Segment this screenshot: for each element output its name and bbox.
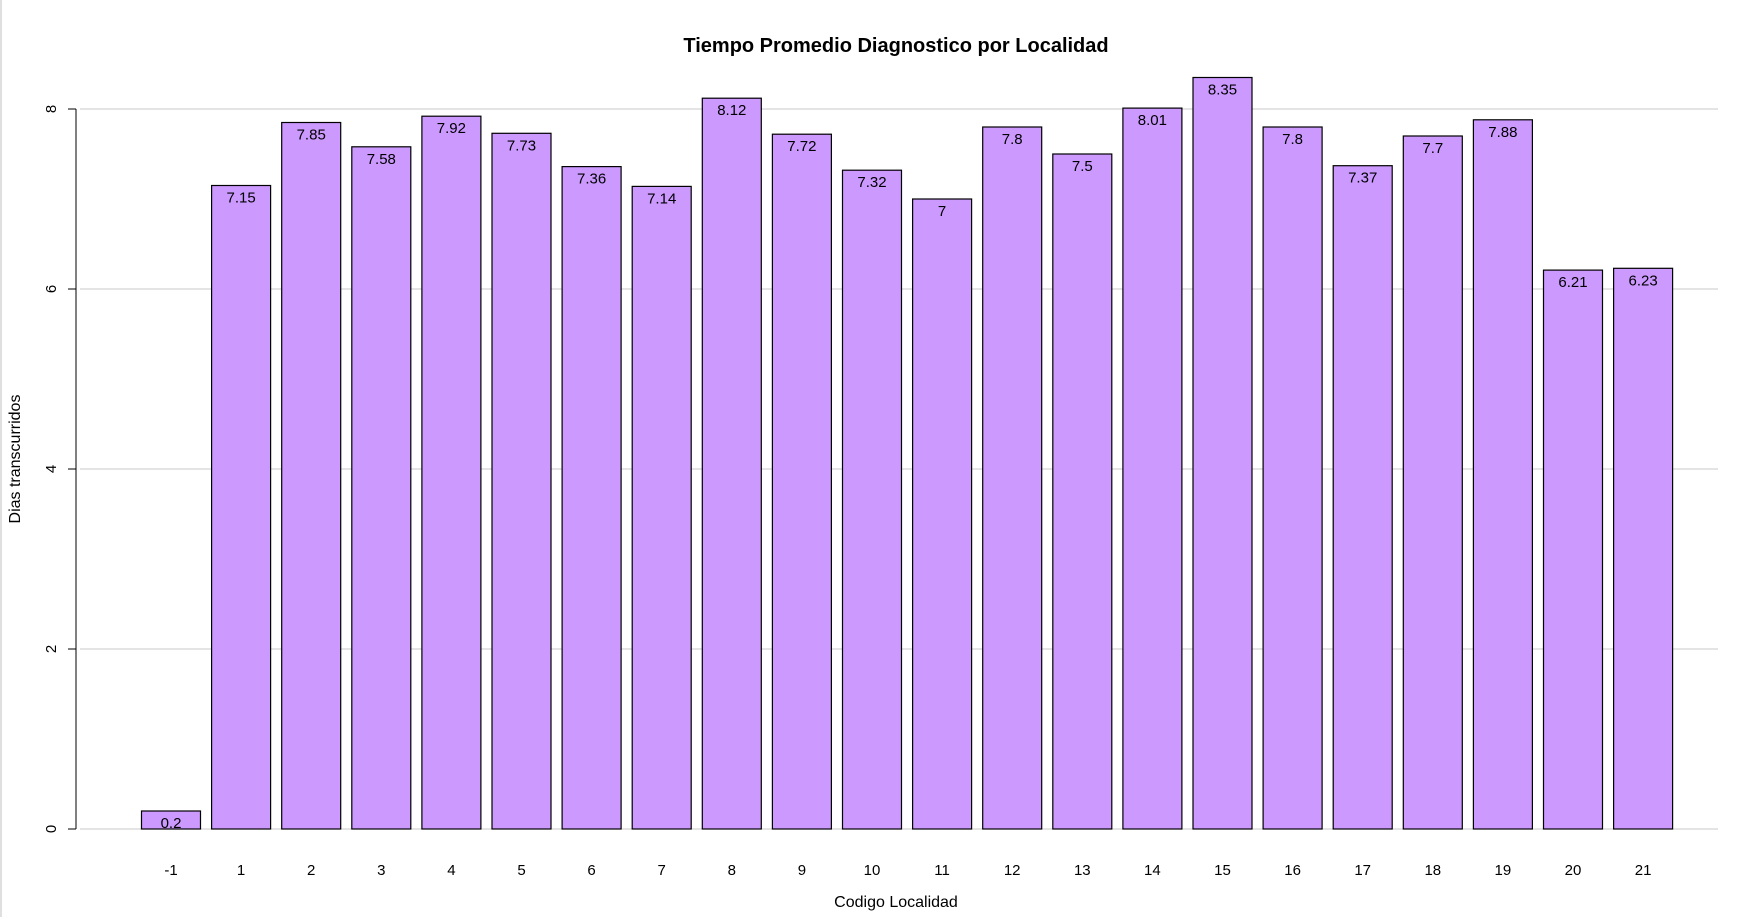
bar-19 xyxy=(1472,119,1534,830)
bar-5 xyxy=(491,132,552,830)
data-label: 7 xyxy=(938,203,946,220)
x-tick-label: 2 xyxy=(307,862,315,879)
x-tick-label: 17 xyxy=(1354,862,1371,879)
x-tick-label: 21 xyxy=(1635,862,1652,879)
x-tick-label: 19 xyxy=(1495,862,1512,879)
x-tick-label: 8 xyxy=(728,862,736,879)
data-label: 7.8 xyxy=(1002,131,1023,148)
x-tick-label: 6 xyxy=(587,862,595,879)
data-label: 7.85 xyxy=(297,127,326,144)
x-tick-label: 12 xyxy=(1004,862,1021,879)
data-label: 7.72 xyxy=(787,138,816,155)
data-label: 6.23 xyxy=(1628,272,1657,289)
x-tick-label: 20 xyxy=(1565,862,1582,879)
data-label: 7.5 xyxy=(1072,158,1093,175)
data-label: 8.01 xyxy=(1138,112,1167,129)
bar--1 xyxy=(140,810,202,830)
bar-10 xyxy=(841,169,903,830)
bar-20 xyxy=(1542,269,1604,830)
bar-17 xyxy=(1332,165,1393,830)
data-label: 8.35 xyxy=(1208,82,1237,99)
bars xyxy=(140,76,1674,830)
data-label: 7.8 xyxy=(1282,131,1303,148)
bar-13 xyxy=(1052,153,1113,830)
x-axis-label: Codigo Localidad xyxy=(834,894,958,911)
y-tick-label: 6 xyxy=(43,285,60,293)
x-tick-label: 5 xyxy=(517,862,525,879)
chart-title: Tiempo Promedio Diagnostico por Localida… xyxy=(683,35,1108,57)
data-label: 7.7 xyxy=(1422,140,1443,157)
bar-18 xyxy=(1402,135,1463,830)
data-label: 7.15 xyxy=(226,190,255,207)
bar-6 xyxy=(561,166,622,830)
y-axis: 0 2 4 6 8 xyxy=(43,105,77,833)
data-label: 7.32 xyxy=(857,174,886,191)
data-label: 7.14 xyxy=(647,190,676,207)
bar-16 xyxy=(1262,126,1323,830)
y-tick-label: 2 xyxy=(43,645,60,653)
data-label: 6.21 xyxy=(1558,274,1587,291)
bar-1 xyxy=(211,184,272,830)
x-tick-label: 4 xyxy=(447,862,455,879)
bar-12 xyxy=(982,126,1043,830)
y-tick-label: 8 xyxy=(43,105,60,113)
data-labels: 0.2 7.15 7.85 7.58 7.92 7.73 7.36 7.14 8.12 7.72 7… xyxy=(161,82,1658,833)
bar-14 xyxy=(1122,107,1183,830)
data-label: 7.88 xyxy=(1488,124,1517,141)
x-tick-label: 10 xyxy=(864,862,881,879)
data-label: 0.2 xyxy=(161,815,182,832)
bar-11 xyxy=(911,198,973,830)
bar-21 xyxy=(1612,267,1674,830)
x-tick-label: 16 xyxy=(1284,862,1301,879)
data-label: 8.12 xyxy=(717,102,746,119)
bar-7 xyxy=(631,185,692,830)
data-label: 7.58 xyxy=(367,151,396,168)
y-axis-label: Dias transcurridos xyxy=(7,395,24,524)
y-tick-label: 0 xyxy=(43,825,60,833)
data-label: 7.73 xyxy=(507,137,536,154)
x-tick-label: 7 xyxy=(658,862,666,879)
x-tick-label: 11 xyxy=(934,862,950,879)
bar-3 xyxy=(351,146,412,830)
data-label: 7.37 xyxy=(1348,170,1377,187)
bar-15 xyxy=(1192,76,1253,830)
data-label: 7.92 xyxy=(437,120,466,137)
x-tick-label: 15 xyxy=(1214,862,1231,879)
x-tick-label: 13 xyxy=(1074,862,1091,879)
bar-8 xyxy=(701,97,762,830)
x-tick-labels: -1 1 2 3 4 5 6 7 8 9 10 11 12 13 14 15 16 17 18 19 20 21 xyxy=(164,862,1651,879)
y-tick-label: 4 xyxy=(43,465,60,473)
bar-9 xyxy=(771,133,833,830)
x-tick-label: 1 xyxy=(237,862,245,879)
x-tick-label: 18 xyxy=(1424,862,1441,879)
x-tick-label: 9 xyxy=(798,862,806,879)
bar-4 xyxy=(421,115,482,830)
x-tick-label: 14 xyxy=(1144,862,1161,879)
x-tick-label: 3 xyxy=(377,862,385,879)
data-label: 7.36 xyxy=(577,171,606,188)
bar-2 xyxy=(281,121,342,830)
x-tick-label: -1 xyxy=(164,862,177,879)
